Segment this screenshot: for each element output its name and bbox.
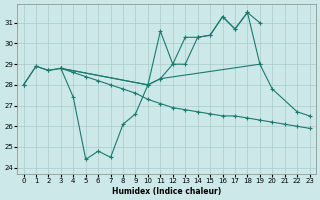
X-axis label: Humidex (Indice chaleur): Humidex (Indice chaleur): [112, 187, 221, 196]
